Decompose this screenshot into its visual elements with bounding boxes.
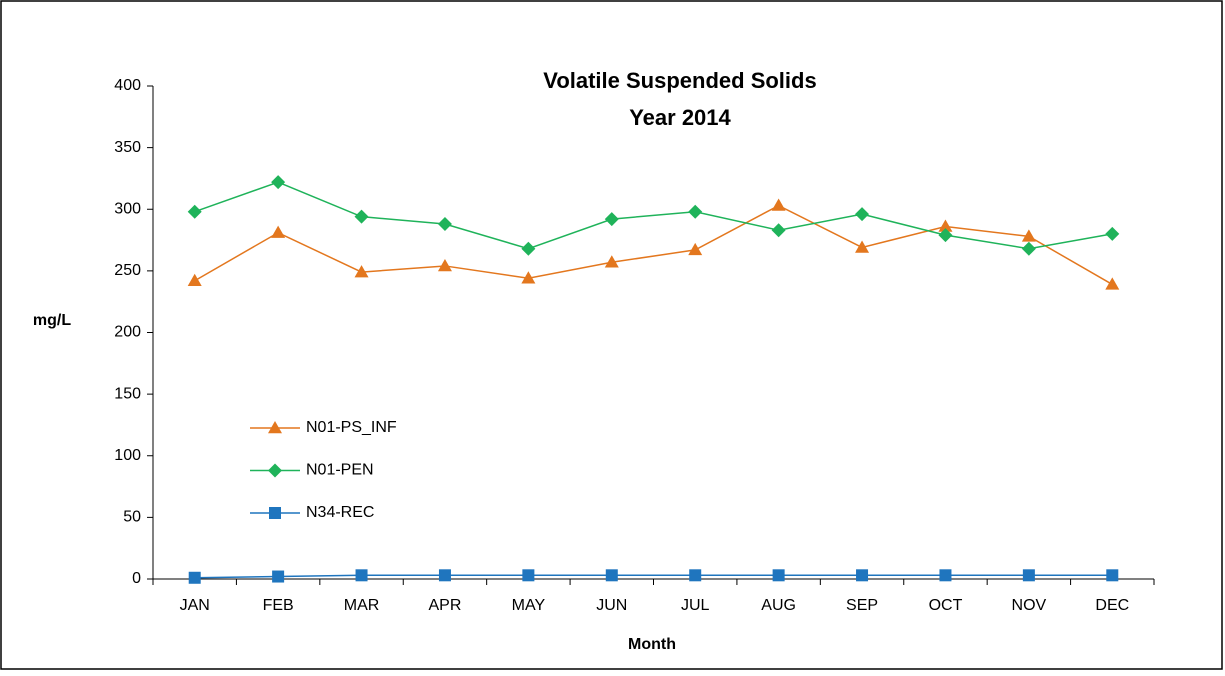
marker-diamond	[437, 217, 452, 232]
y-tick-label: 200	[114, 324, 141, 341]
series-line	[194, 204, 1113, 286]
marker-square	[269, 507, 281, 519]
marker-triangle	[1105, 277, 1120, 290]
x-tick-label: AUG	[761, 597, 796, 614]
marker-square	[1022, 569, 1035, 582]
marker-diamond	[1021, 241, 1036, 256]
marker-triangle	[938, 219, 953, 232]
marker-diamond	[187, 204, 202, 219]
marker-triangle	[1021, 229, 1036, 242]
marker-square	[605, 569, 618, 582]
marker-diamond	[938, 228, 953, 243]
x-tick-label: APR	[429, 597, 462, 614]
marker-triangle	[268, 421, 282, 434]
y-tick-label: 150	[114, 385, 141, 402]
x-axis-label: Month	[628, 636, 676, 653]
marker-triangle	[855, 240, 870, 253]
marker-triangle	[688, 242, 703, 256]
marker-triangle	[354, 265, 369, 278]
legend-label: N01-PS_INF	[306, 419, 397, 436]
marker-diamond	[521, 241, 536, 256]
y-tick-label: 250	[114, 262, 141, 279]
marker-triangle	[271, 225, 286, 238]
marker-diamond	[771, 223, 786, 238]
marker-square	[522, 569, 535, 582]
x-tick-label: SEP	[846, 597, 878, 614]
y-tick-label: 0	[132, 570, 141, 587]
series-line	[194, 181, 1113, 250]
x-tick-label: JAN	[180, 597, 210, 614]
marker-triangle	[187, 273, 202, 286]
marker-triangle	[771, 198, 786, 211]
x-tick-label: OCT	[929, 597, 963, 614]
chart-title: Volatile Suspended Solids	[543, 68, 816, 93]
marker-diamond	[604, 212, 619, 227]
marker-square	[689, 569, 702, 582]
marker-triangle	[521, 271, 536, 284]
y-tick-label: 350	[114, 139, 141, 156]
marker-diamond	[354, 209, 369, 224]
series-line	[194, 574, 1113, 579]
y-axis-label: mg/L	[33, 312, 71, 329]
marker-square	[856, 569, 869, 582]
x-tick-label: FEB	[263, 597, 294, 614]
marker-square	[1106, 569, 1119, 582]
x-tick-label: MAR	[344, 597, 380, 614]
y-tick-label: 300	[114, 200, 141, 217]
marker-square	[939, 569, 952, 582]
x-tick-label: DEC	[1095, 597, 1129, 614]
marker-triangle	[437, 258, 452, 272]
marker-diamond	[1105, 226, 1120, 241]
x-tick-label: NOV	[1012, 597, 1047, 614]
y-tick-label: 100	[114, 447, 141, 464]
x-tick-label: JUN	[596, 597, 627, 614]
marker-square	[188, 571, 201, 584]
legend-label: N34-REC	[306, 504, 374, 521]
y-tick-label: 50	[123, 509, 141, 526]
marker-diamond	[268, 463, 282, 478]
marker-square	[772, 569, 785, 582]
y-tick-label: 400	[114, 77, 141, 94]
marker-triangle	[604, 255, 619, 268]
marker-diamond	[271, 175, 286, 190]
marker-square	[355, 569, 368, 582]
marker-diamond	[688, 204, 703, 219]
legend-label: N01-PEN	[306, 462, 374, 479]
chart-subtitle: Year 2014	[629, 105, 731, 130]
x-tick-label: MAY	[512, 597, 546, 614]
marker-square	[272, 570, 285, 583]
marker-square	[438, 569, 451, 582]
x-tick-label: JUL	[681, 597, 710, 614]
marker-diamond	[855, 207, 870, 222]
